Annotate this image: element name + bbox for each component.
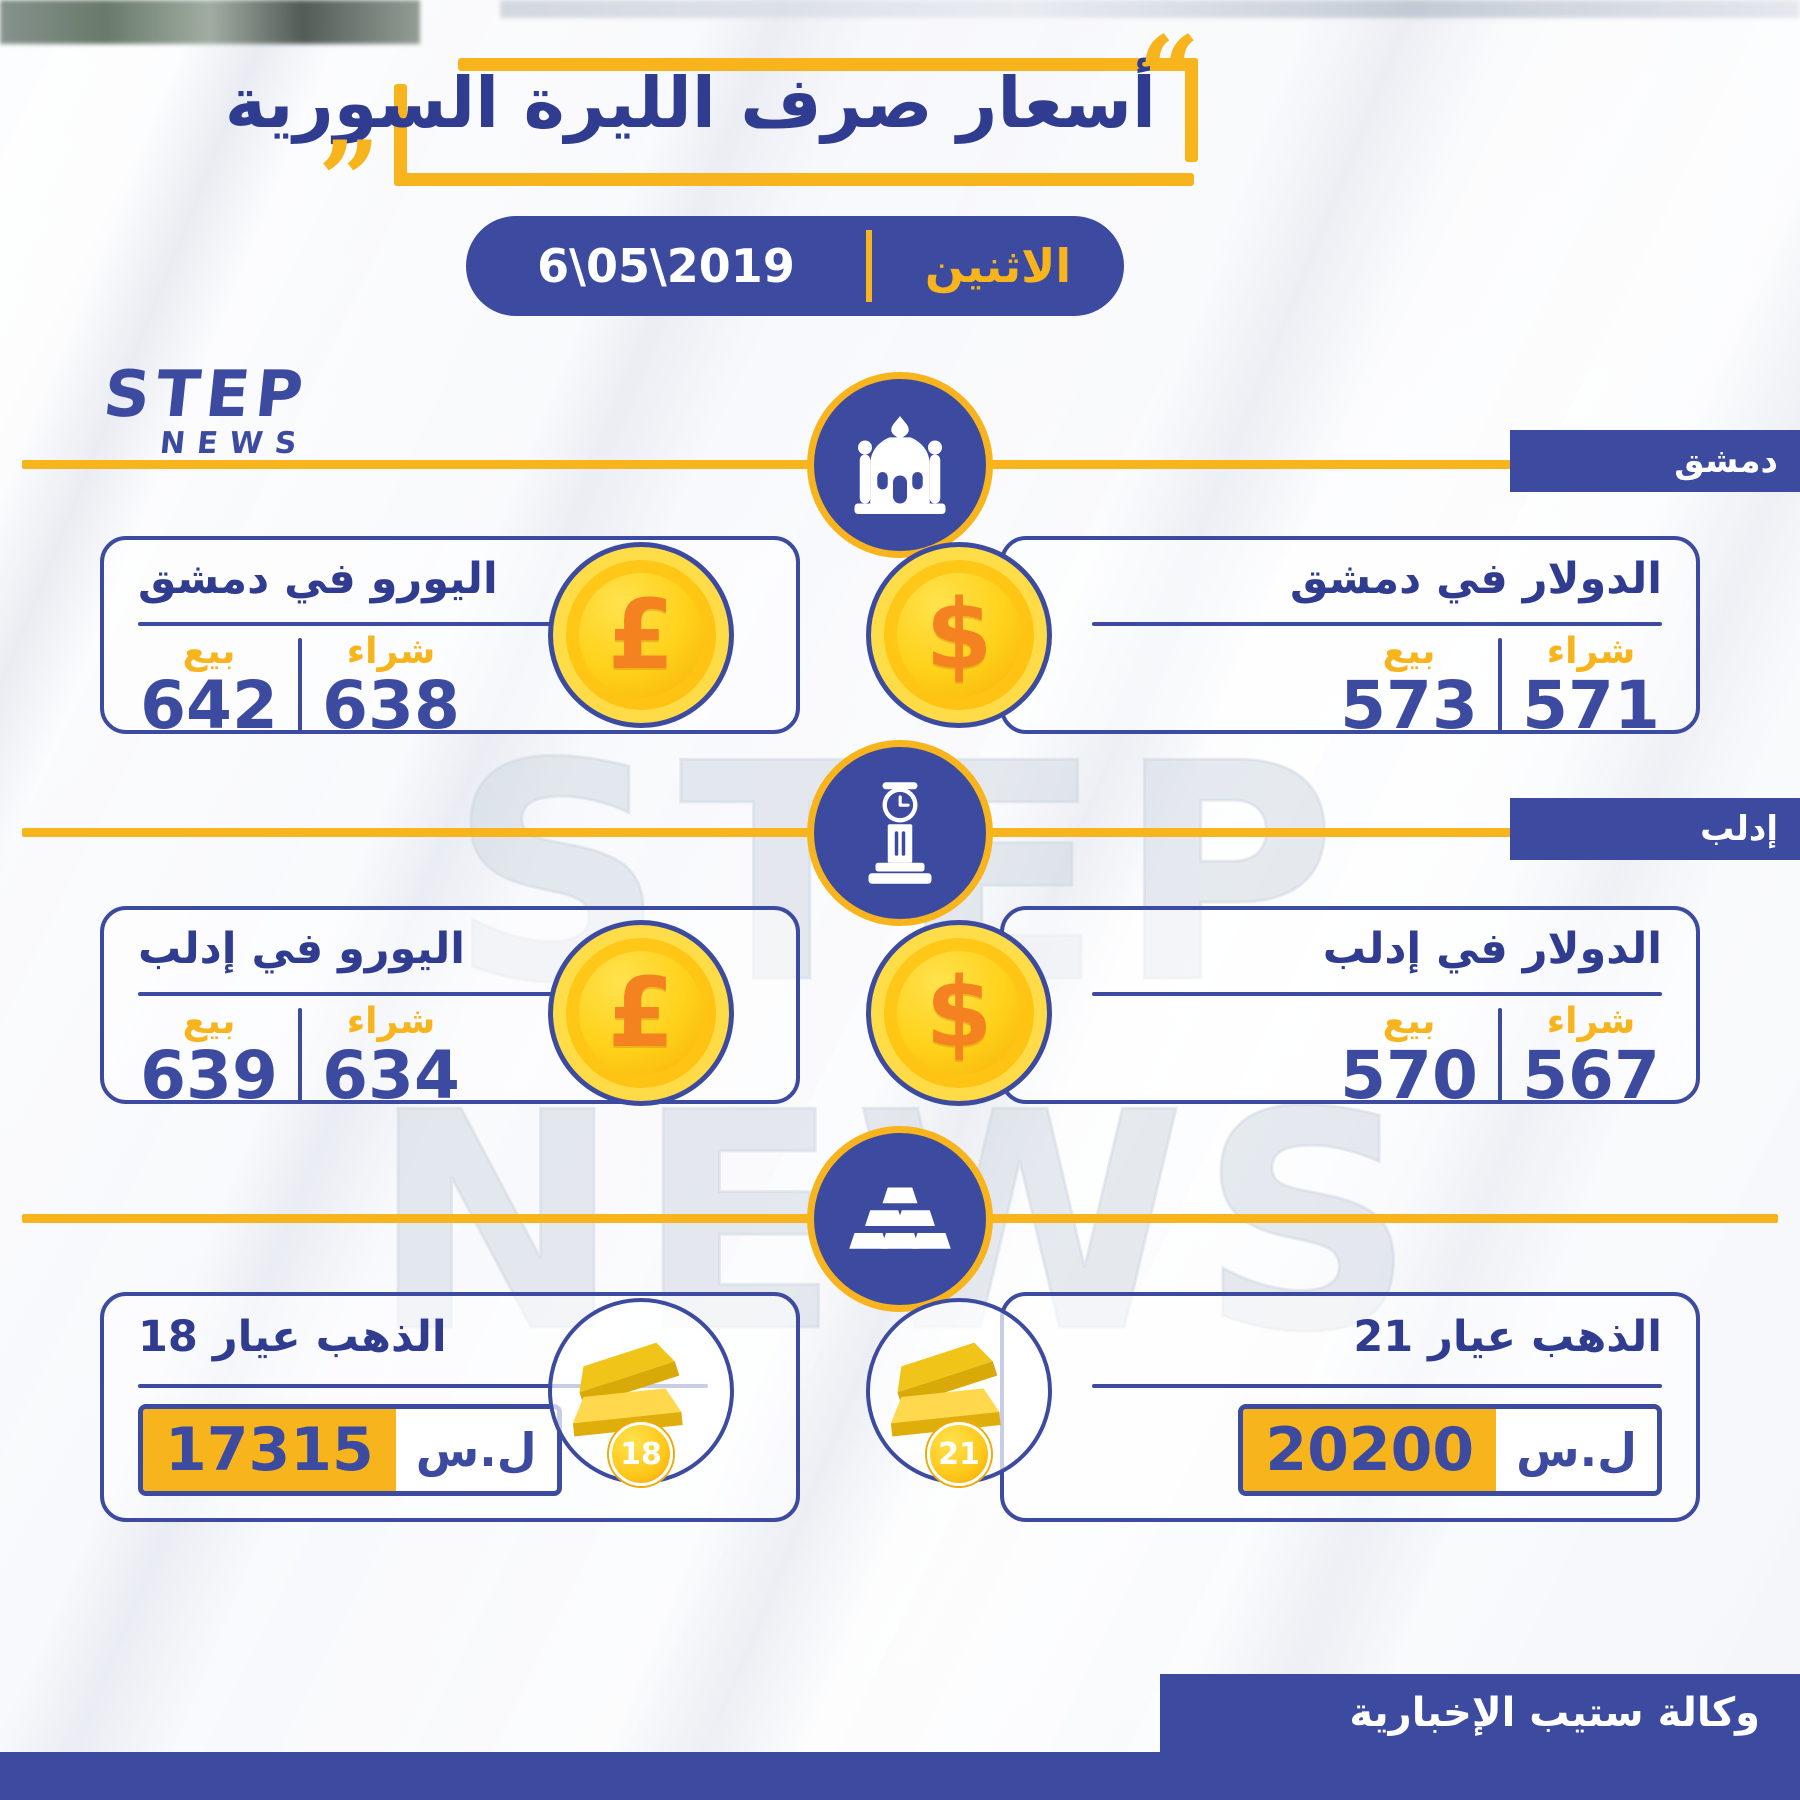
sell-column: بيع 570 [1334,1002,1484,1112]
dollar-coin-icon: $ [866,920,1052,1106]
sell-value: 573 [1340,666,1478,744]
euro-coin-icon: £ [548,920,734,1106]
coin-symbol: £ [607,579,675,691]
dollar-coin-icon: $ [866,542,1052,728]
sell-value: 570 [1340,1036,1478,1114]
sell-column: بيع 573 [1334,632,1484,742]
section-tag-idlib: إدلب [1510,798,1800,860]
rate-card-title: اليورو في دمشق [138,554,498,604]
buy-value: 634 [322,1036,460,1114]
rate-card-underline [1092,992,1662,996]
title-bar-top [458,58,1198,71]
page-title: أسعار صرف الليرة السورية [224,62,1156,144]
buy-label: شراء [1546,1001,1636,1042]
date-pill: الاثنين 6\05\2019 [466,216,1124,316]
gold-currency-label: ل.س [395,1409,557,1491]
rate-card-underline [1092,622,1662,626]
rate-values: شراء 567 بيع 570 [1334,1002,1666,1112]
coin-symbol: $ [925,579,993,691]
sell-label: بيع [1382,1001,1436,1042]
value-separator [1498,1008,1502,1104]
gold-card-21: الذهب عيار 21 ل.س 20200 [1000,1292,1700,1522]
day-label: الاثنين [924,239,1072,293]
section-tag-damascus: دمشق [1510,430,1800,492]
rate-card-title: اليورو في إدلب [138,924,465,974]
footer-agency-tag: وكالة ستيب الإخبارية [1160,1674,1800,1752]
buy-label: شراء [346,1001,436,1042]
gold-card-underline [138,1384,708,1388]
sell-column: بيع 642 [134,632,284,742]
coin-symbol: £ [607,957,675,1069]
karat-chip: 18 [609,1422,673,1486]
gold-price-value: 20200 [1243,1409,1497,1491]
gold-price-value: 17315 [143,1409,396,1491]
karat-chip: 21 [927,1422,991,1486]
buy-label: شراء [1546,631,1636,672]
rate-card-dollar-damascus: الدولار في دمشق شراء 571 بيع 573 [1000,536,1700,741]
buy-column: شراء 571 [1516,632,1666,742]
buy-column: شراء 634 [316,1002,466,1112]
gold-price-badge: ل.س 20200 [1238,1404,1662,1496]
value-separator [298,1008,302,1104]
logo-subtext: NEWS [158,426,311,461]
sell-label: بيع [1382,631,1436,672]
coin-symbol: $ [925,957,993,1069]
quote-close-icon: ” [318,118,381,245]
clock-tower-icon [807,740,993,926]
title-bar-left [394,84,407,186]
buy-value: 571 [1522,666,1660,744]
buy-column: شراء 567 [1516,1002,1666,1112]
euro-coin-icon: £ [548,542,734,728]
gold-card-underline [1092,1384,1662,1388]
gold-card-title: الذهب عيار 21 [1353,1312,1662,1362]
header: أسعار صرف الليرة السورية “ ” الاثنين 6\0… [0,22,1800,322]
rate-card-dollar-idlib: الدولار في إدلب شراء 567 بيع 570 [1000,906,1700,1111]
mosque-icon [807,372,993,558]
gold-currency-label: ل.س [1496,1409,1657,1491]
value-separator [1498,638,1502,734]
rate-values: شراء 571 بيع 573 [1334,632,1666,742]
gold-card-title: الذهب عيار 18 [138,1312,447,1362]
rate-card-underline [138,992,708,996]
date-label: 6\05\2019 [537,239,795,293]
step-news-logo: STEP NEWS [78,358,312,461]
rate-card-title: الدولار في إدلب [1322,924,1662,974]
gold-price-badge: ل.س 17315 [138,1404,562,1496]
buy-label: شراء [346,631,436,672]
sell-column: بيع 639 [134,1002,284,1112]
rate-card-underline [138,622,708,626]
footer-bar [0,1752,1800,1800]
sell-label: بيع [182,1001,236,1042]
gold-bars-icon [807,1126,993,1312]
title-frame: أسعار صرف الليرة السورية “ ” [224,13,1210,235]
title-bar-right [1185,58,1198,162]
buy-value: 638 [322,666,460,744]
title-bar-bottom [394,173,1194,186]
gold-bar-badge-21: 21 [866,1298,1052,1486]
rate-card-title: الدولار في دمشق [1289,554,1662,604]
pill-divider [866,230,872,302]
photo-strip-left [0,0,420,44]
gold-bar-badge-18: 18 [548,1298,734,1486]
photo-strip-right [500,0,1800,18]
rate-values: شراء 638 بيع 642 [134,632,466,742]
value-separator [298,638,302,734]
quote-open-icon: “ [1137,13,1200,139]
sell-value: 639 [140,1036,278,1114]
sell-value: 642 [140,666,278,744]
buy-value: 567 [1522,1036,1660,1114]
sell-label: بيع [182,631,236,672]
rate-values: شراء 634 بيع 639 [134,1002,466,1112]
buy-column: شراء 638 [316,632,466,742]
logo-wordmark: STEP [100,358,313,432]
